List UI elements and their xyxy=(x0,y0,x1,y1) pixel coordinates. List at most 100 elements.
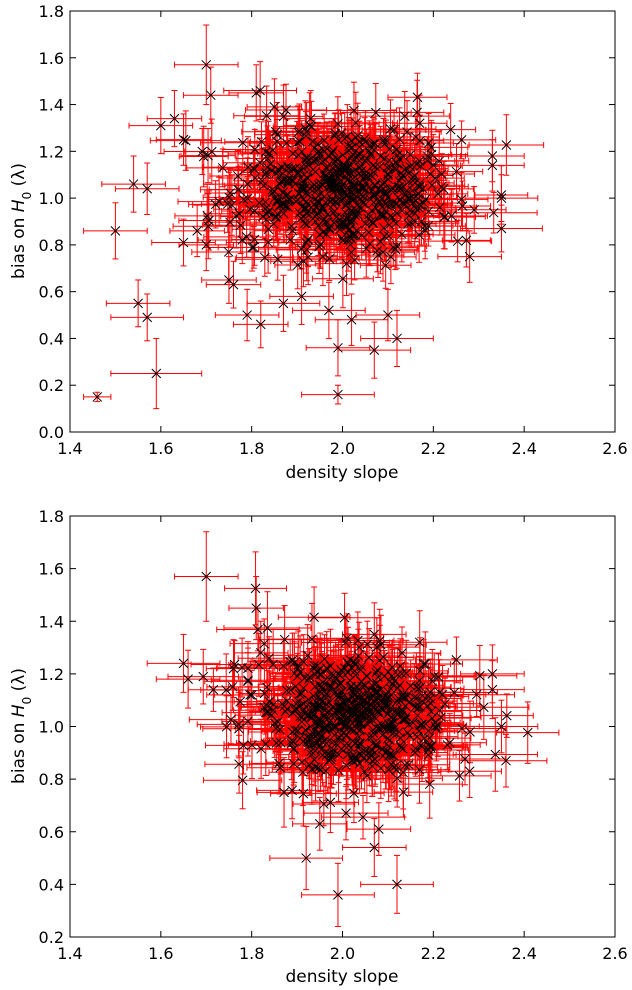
data-point-marker xyxy=(342,198,352,208)
data-point-marker xyxy=(291,196,302,207)
data-point-marker xyxy=(380,189,391,200)
data-point-marker xyxy=(180,135,191,146)
data-point-marker xyxy=(434,202,445,213)
data-point-marker xyxy=(313,155,324,166)
data-point-marker xyxy=(314,197,325,208)
data-point-marker xyxy=(363,227,374,238)
data-point-marker xyxy=(296,146,307,157)
data-point-marker xyxy=(304,183,315,194)
data-point-marker xyxy=(233,171,243,181)
data-point-marker xyxy=(358,182,369,193)
top-y-axis-ticks: 0.0 0.2 0.4 0.6 0.8 1.0 1.2 1.4 1.6 1.8 xyxy=(39,2,615,442)
data-point-marker xyxy=(223,247,234,257)
data-point-marker xyxy=(394,182,405,192)
data-point-marker xyxy=(241,232,252,242)
data-point-marker xyxy=(501,140,512,150)
data-point-marker xyxy=(371,203,382,214)
x-tick-label: 2.2 xyxy=(421,439,446,458)
data-point-marker xyxy=(394,153,404,164)
data-point-marker xyxy=(272,136,282,147)
data-point-marker xyxy=(393,185,404,196)
data-point-marker xyxy=(396,229,407,240)
data-point-marker xyxy=(142,312,153,323)
data-point-marker xyxy=(381,135,391,145)
data-point-marker xyxy=(375,151,386,162)
data-point-marker xyxy=(110,226,121,236)
data-point-marker xyxy=(238,194,249,205)
data-point-marker xyxy=(416,200,427,211)
data-point-marker xyxy=(366,205,377,216)
data-point-marker xyxy=(380,187,391,197)
data-point-marker xyxy=(178,237,189,248)
data-point-marker xyxy=(235,220,246,231)
data-point-marker xyxy=(370,161,381,172)
data-point-marker xyxy=(298,175,308,186)
data-point-marker xyxy=(337,179,347,190)
data-point-marker xyxy=(242,193,253,204)
data-point-marker xyxy=(217,162,228,173)
data-point-marker xyxy=(408,172,419,183)
data-point-marker xyxy=(343,197,354,207)
data-point-marker xyxy=(155,120,166,131)
y-tick-label: 0.2 xyxy=(39,376,64,395)
data-point-marker xyxy=(276,170,286,180)
data-point-marker xyxy=(423,138,434,148)
data-point-marker xyxy=(349,194,359,205)
data-point-marker xyxy=(319,217,330,228)
data-point-marker xyxy=(405,205,415,216)
data-point-marker xyxy=(301,208,312,219)
data-point-marker xyxy=(426,149,437,160)
data-point-marker xyxy=(405,149,416,160)
data-point-marker xyxy=(315,239,326,250)
data-point-marker xyxy=(359,134,370,144)
bottom-panel: 1.4 1.6 1.8 2.0 2.2 2.4 2.6 0.20.40.60.81.01.2… xyxy=(9,507,628,987)
data-point-marker xyxy=(222,199,233,209)
data-point-marker xyxy=(410,203,421,214)
data-point-marker xyxy=(254,197,265,208)
data-point-marker xyxy=(303,198,313,209)
data-point-marker xyxy=(337,233,347,243)
data-point-marker xyxy=(379,231,390,242)
data-point-marker xyxy=(267,145,278,155)
data-point-marker xyxy=(210,199,221,210)
data-point-marker xyxy=(324,224,335,235)
data-point-marker xyxy=(322,144,332,154)
data-point-marker xyxy=(377,178,388,189)
data-point-marker xyxy=(260,169,271,180)
data-point-marker xyxy=(315,178,326,189)
data-point-marker xyxy=(245,204,255,215)
data-point-marker xyxy=(375,209,386,219)
data-point-marker xyxy=(425,169,436,179)
data-point-marker xyxy=(487,151,498,161)
data-point-marker xyxy=(456,194,467,205)
x-tick-label: 1.8 xyxy=(239,439,264,458)
data-point-marker xyxy=(416,216,427,227)
y-tick-label: 0.4 xyxy=(39,329,64,348)
data-point-marker xyxy=(242,179,253,189)
data-point-marker xyxy=(391,144,402,155)
data-point-marker xyxy=(403,219,413,229)
data-point-marker xyxy=(258,180,269,191)
data-point-marker xyxy=(328,187,339,198)
data-point-marker xyxy=(178,134,189,145)
data-point-marker xyxy=(270,193,280,203)
data-point-marker xyxy=(423,220,434,231)
data-point-marker xyxy=(330,168,340,178)
data-point-marker xyxy=(329,130,340,141)
data-point-marker xyxy=(386,252,396,262)
data-point-marker xyxy=(249,144,260,155)
data-point-marker xyxy=(255,157,265,168)
data-point-marker xyxy=(273,194,283,205)
data-point-marker xyxy=(337,212,348,223)
data-point-marker xyxy=(451,166,462,177)
data-point-marker xyxy=(464,251,475,262)
y-tick-label: 1.0 xyxy=(39,189,64,208)
data-point-marker xyxy=(260,197,271,207)
data-point-marker xyxy=(392,159,402,169)
data-point-marker xyxy=(201,59,212,70)
data-point-marker xyxy=(248,163,259,173)
data-point-marker xyxy=(272,129,283,140)
data-point-marker xyxy=(261,110,272,121)
data-point-marker xyxy=(414,229,424,240)
data-point-marker xyxy=(224,192,235,203)
